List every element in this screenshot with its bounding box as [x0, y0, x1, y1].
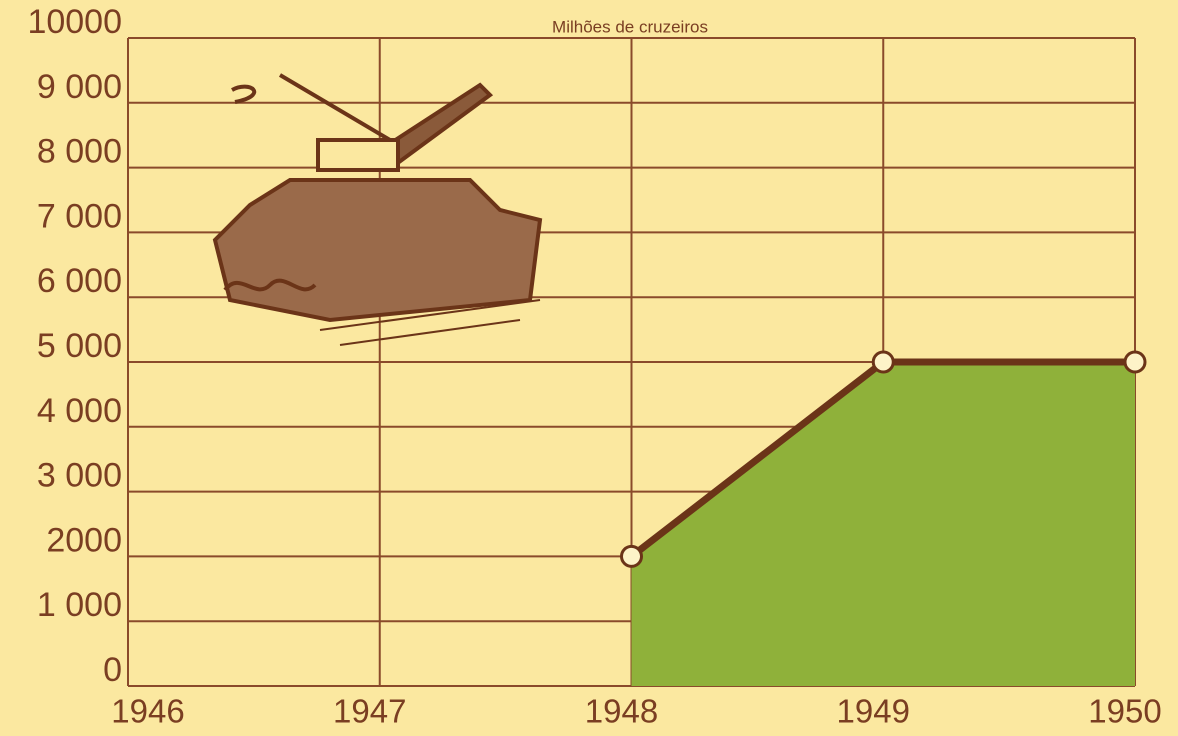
- y-tick-label: 5 000: [37, 327, 122, 365]
- x-tick-label: 1950: [1088, 693, 1161, 730]
- y-tick-label: 9 000: [37, 68, 122, 106]
- point: [620, 544, 643, 568]
- y-tick-label: 1 000: [37, 586, 122, 624]
- y-tick-label: 2000: [46, 521, 122, 559]
- x-tick-label: 1948: [585, 693, 658, 730]
- y-tick-label: 3 000: [37, 457, 122, 495]
- y-tick-label: 8 000: [37, 133, 122, 171]
- y-tick-label: 0: [103, 651, 122, 689]
- chart-title: Milhões de cruzeiros: [552, 17, 708, 36]
- tank-illustration: [212, 73, 543, 346]
- x-tick-label: 1947: [333, 693, 406, 730]
- x-tick-label: 1949: [837, 693, 910, 730]
- area: [631, 362, 1135, 686]
- x-tick-label: 1946: [111, 693, 184, 730]
- point: [1123, 350, 1147, 374]
- y-tick-label: 4 000: [37, 392, 122, 430]
- point: [871, 350, 895, 374]
- y-tick-label: 6 000: [37, 262, 122, 300]
- y-tick-label: 10000: [27, 3, 122, 41]
- y-tick-label: 7 000: [37, 197, 122, 235]
